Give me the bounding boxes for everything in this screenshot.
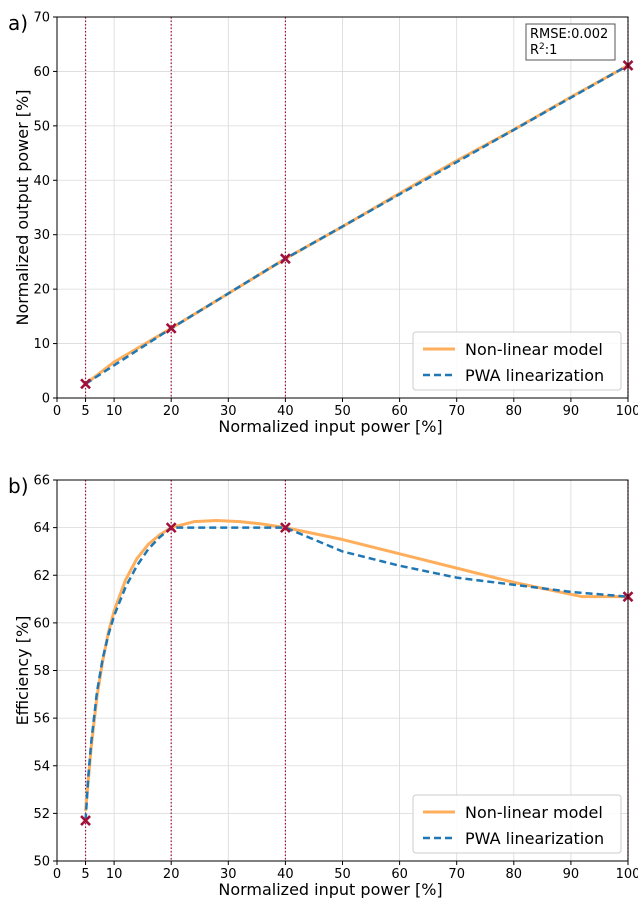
y-tick-label: 52 xyxy=(33,807,50,822)
y-tick-label: 56 xyxy=(33,712,50,727)
x-tick-label: 70 xyxy=(448,404,465,419)
rmse-text: RMSE:0.002 xyxy=(530,27,608,42)
x-tick-label: 5 xyxy=(81,867,89,882)
legend-label: PWA linearization xyxy=(465,829,604,848)
y-axis-label: Normalized output power [%] xyxy=(13,90,32,326)
breakpoint-marker xyxy=(80,815,91,826)
legend-label: Non-linear model xyxy=(465,803,603,822)
x-tick-label: 80 xyxy=(506,867,523,882)
y-tick-label: 66 xyxy=(33,474,50,489)
y-tick-label: 60 xyxy=(33,616,50,631)
x-tick-label: 30 xyxy=(220,404,237,419)
x-tick-label: 100 xyxy=(616,404,638,419)
x-tick-label: 80 xyxy=(506,404,523,419)
x-tick-label: 90 xyxy=(563,404,580,419)
panel-label: a) xyxy=(8,11,28,35)
x-tick-label: 0 xyxy=(53,867,61,882)
x-tick-label: 20 xyxy=(163,404,180,419)
x-tick-label: 20 xyxy=(163,867,180,882)
r2-label: R xyxy=(530,43,539,58)
y-axis-label: Efficiency [%] xyxy=(13,616,32,726)
x-tick-label: 40 xyxy=(277,404,294,419)
x-tick-label: 0 xyxy=(53,404,61,419)
marker-stroke xyxy=(165,322,177,334)
chart-panel-2: 0 5 10 20 30 40 50 60 70 80 90 100 50 52 54 56 58 60 62 64 6… xyxy=(8,474,638,900)
x-tick-label: 10 xyxy=(106,404,123,419)
x-axis-label: Normalized input power [%] xyxy=(218,417,442,436)
marker-stroke xyxy=(165,522,177,534)
breakpoint-marker xyxy=(279,253,291,265)
x-tick-label: 100 xyxy=(616,867,638,882)
y-tick-label: 58 xyxy=(33,664,50,679)
x-tick-label: 10 xyxy=(106,867,123,882)
panel-label: b) xyxy=(8,474,29,498)
x-tick-label: 60 xyxy=(391,867,408,882)
x-tick-label: 90 xyxy=(563,867,580,882)
pwa-linearization-line xyxy=(84,526,629,821)
legend-box xyxy=(412,794,622,854)
y-tick-label: 50 xyxy=(33,119,50,134)
breakpoint-marker xyxy=(279,522,291,534)
r2-value: :1 xyxy=(545,43,558,58)
y-tick-label: 30 xyxy=(33,228,50,243)
marker-stroke xyxy=(80,815,91,826)
legend-box xyxy=(412,331,622,391)
y-tick-label: 0 xyxy=(42,392,50,407)
x-tick-label: 50 xyxy=(334,404,351,419)
x-tick-label: 40 xyxy=(277,867,294,882)
x-axis-label: Normalized input power [%] xyxy=(218,880,442,898)
y-tick-label: 40 xyxy=(33,174,50,189)
breakpoint-marker xyxy=(165,322,177,334)
y-tick-label: 54 xyxy=(33,759,50,774)
x-tick-label: 30 xyxy=(220,867,237,882)
annotation-box xyxy=(525,23,616,61)
x-tick-label: 60 xyxy=(391,404,408,419)
x-tick-label: 70 xyxy=(448,867,465,882)
legend-label: Non-linear model xyxy=(465,340,603,359)
legend: Non-linear model PWA linearization xyxy=(412,331,622,391)
y-tick-label: 60 xyxy=(33,65,50,80)
legend-label: PWA linearization xyxy=(465,366,604,385)
pwa-linearization-line xyxy=(84,64,629,385)
legend: Non-linear model PWA linearization xyxy=(412,794,622,854)
marker-stroke xyxy=(279,253,291,265)
breakpoint-marker xyxy=(80,378,91,390)
y-tick-label: 64 xyxy=(33,521,50,536)
x-tick-label: 5 xyxy=(81,404,89,419)
chart-panel-1: 0 5 10 20 30 40 50 60 70 80 90 100 0 10 20 30 40 50 60 70 No… xyxy=(8,11,638,437)
y-tick-label: 70 xyxy=(33,11,50,26)
marker-stroke xyxy=(80,378,91,390)
y-tick-label: 10 xyxy=(33,337,50,352)
marker-stroke xyxy=(279,522,291,534)
breakpoint-marker xyxy=(165,522,177,534)
y-tick-label: 20 xyxy=(33,283,50,298)
nonlinear-model-line xyxy=(84,518,628,812)
x-tick-label: 50 xyxy=(334,867,351,882)
r2-superscript: 2 xyxy=(539,42,545,52)
y-tick-label: 50 xyxy=(33,855,50,870)
r2-text: R2:1 xyxy=(530,42,557,58)
y-tick-label: 62 xyxy=(33,569,50,584)
